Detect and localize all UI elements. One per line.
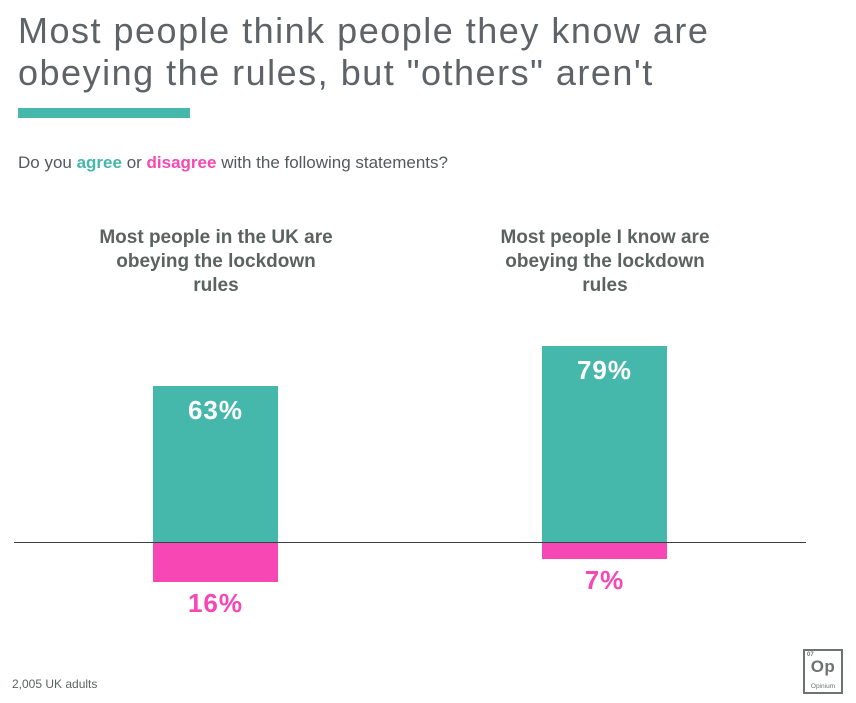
opinium-logo: 07 Op Opinium [803, 649, 843, 694]
agree-word: agree [76, 153, 122, 172]
agree-bar-uk: 63% [153, 386, 278, 542]
question-prefix: Do you [18, 153, 77, 172]
logo-name: Opinium [810, 682, 836, 690]
disagree-value-uk: 16% [187, 588, 244, 618]
title-underline-bar [18, 108, 190, 118]
disagree-bar-uk [153, 542, 278, 582]
agree-value-i-know: 79% [576, 355, 633, 385]
sample-size-note: 2,005 UK adults [12, 677, 98, 691]
disagree-word: disagree [146, 153, 217, 172]
disagree-value-i-know: 7% [584, 565, 625, 595]
logo-symbol: Op [810, 657, 836, 676]
page-title: Most people think people they know are o… [18, 10, 710, 94]
category-label-uk: Most people in the UK are obeying the lo… [99, 227, 333, 296]
agree-bar-i-know: 79% [542, 346, 667, 542]
agree-value-uk: 63% [187, 395, 244, 425]
logo-number: 07 [807, 652, 814, 658]
x-axis-line [14, 542, 806, 543]
question-middle: or [121, 153, 147, 172]
survey-question: Do you agree or disagree with the follow… [18, 153, 718, 173]
question-suffix: with the following statements? [216, 153, 448, 172]
category-label-i-know: Most people I know are obeying the lockd… [500, 227, 710, 296]
disagree-bar-i-know [542, 542, 667, 559]
